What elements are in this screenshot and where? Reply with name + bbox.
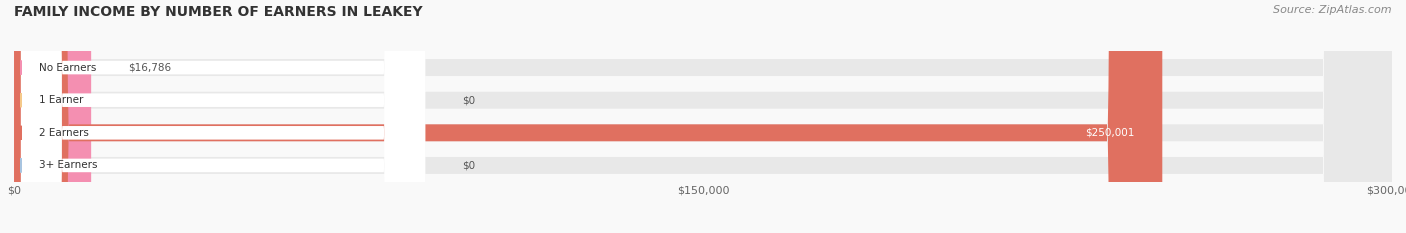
Text: FAMILY INCOME BY NUMBER OF EARNERS IN LEAKEY: FAMILY INCOME BY NUMBER OF EARNERS IN LE… — [14, 5, 423, 19]
FancyBboxPatch shape — [14, 0, 1163, 233]
FancyBboxPatch shape — [14, 0, 1392, 233]
FancyBboxPatch shape — [21, 0, 425, 233]
Text: $0: $0 — [463, 161, 475, 170]
FancyBboxPatch shape — [14, 0, 1392, 233]
Text: No Earners: No Earners — [39, 63, 97, 72]
FancyBboxPatch shape — [21, 0, 425, 233]
FancyBboxPatch shape — [14, 0, 91, 233]
Text: 2 Earners: 2 Earners — [39, 128, 89, 138]
Text: 1 Earner: 1 Earner — [39, 95, 84, 105]
FancyBboxPatch shape — [21, 0, 425, 233]
Text: $16,786: $16,786 — [128, 63, 172, 72]
Text: Source: ZipAtlas.com: Source: ZipAtlas.com — [1274, 5, 1392, 15]
Text: 3+ Earners: 3+ Earners — [39, 161, 98, 170]
Text: $0: $0 — [463, 95, 475, 105]
FancyBboxPatch shape — [14, 0, 1392, 233]
FancyBboxPatch shape — [14, 0, 1392, 233]
FancyBboxPatch shape — [21, 0, 425, 233]
Text: $250,001: $250,001 — [1085, 128, 1135, 138]
